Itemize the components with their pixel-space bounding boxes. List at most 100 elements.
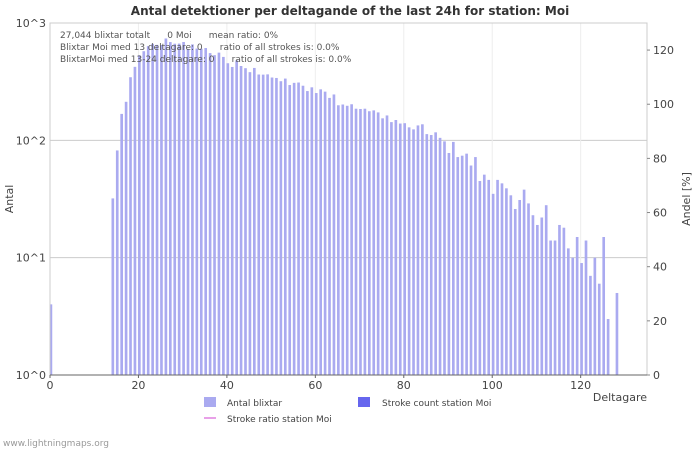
bar	[398, 123, 402, 375]
bar	[571, 257, 575, 375]
bar	[182, 41, 185, 375]
y2-tick-label: 40	[653, 261, 667, 274]
bar	[593, 257, 597, 375]
bar	[460, 155, 464, 375]
y2-tick-label: 20	[653, 315, 667, 328]
annotation-line: 27,044 blixtar totalt 0 Moi mean ratio: …	[60, 31, 279, 41]
bar	[279, 81, 283, 375]
bar	[509, 195, 513, 375]
bar	[580, 263, 583, 375]
bar	[363, 108, 367, 376]
bar	[191, 44, 194, 375]
annotation-line: BlixtarMoi med 13-24 deltagare: 0 ratio …	[60, 55, 352, 65]
bar	[522, 189, 526, 375]
bar	[195, 48, 199, 376]
bar	[230, 66, 234, 376]
bar	[270, 77, 274, 375]
bar	[275, 77, 278, 375]
bar	[266, 74, 269, 376]
y-tick-label: 10^1	[16, 252, 46, 265]
bar	[536, 224, 539, 375]
bar	[217, 52, 221, 375]
bar	[381, 118, 384, 375]
legend-swatch-antal-blixtar	[204, 397, 216, 407]
bar	[248, 72, 252, 376]
bar	[257, 74, 261, 375]
legend-label: Stroke ratio station Moi	[227, 415, 332, 425]
y-axis-label: Antal	[3, 185, 16, 214]
bar	[328, 97, 331, 375]
legend: Antal blixtar Stroke count station Moi S…	[204, 397, 491, 425]
bar	[354, 108, 358, 376]
bar	[133, 66, 137, 375]
bar	[244, 68, 247, 375]
x-tick-label: 80	[397, 379, 411, 392]
bar	[142, 51, 146, 375]
y-tick-label: 10^0	[16, 369, 46, 382]
x-tick-label: 20	[131, 379, 145, 392]
y-axis-ticks: 10^0 10^1 10^2 10^3	[16, 17, 46, 382]
x-tick-label: 60	[308, 379, 322, 392]
bar	[164, 38, 168, 375]
bar	[151, 43, 154, 376]
y-tick-label: 10^2	[16, 134, 46, 147]
bar	[204, 48, 208, 376]
bar	[500, 183, 504, 375]
bar	[155, 44, 159, 376]
bar	[584, 240, 588, 375]
x-axis-ticks: 0 20 40 60 80 100 120	[47, 375, 591, 392]
bar	[469, 165, 473, 375]
bar	[226, 63, 230, 376]
bar	[394, 120, 398, 375]
bar	[314, 93, 318, 375]
bar	[367, 111, 371, 376]
bar	[487, 179, 491, 375]
bar	[199, 48, 203, 375]
bar	[222, 56, 225, 375]
bar	[213, 55, 216, 375]
x-tick-label: 120	[570, 379, 591, 392]
bar	[376, 112, 380, 376]
legend-label: Stroke count station Moi	[382, 399, 491, 409]
bar	[372, 110, 376, 375]
bar	[253, 67, 256, 375]
bar	[208, 53, 212, 376]
bar	[544, 205, 548, 375]
bar	[558, 224, 561, 375]
x-tick-label: 40	[220, 379, 234, 392]
bar	[359, 108, 362, 376]
bar	[505, 188, 508, 375]
bar	[452, 141, 455, 375]
bar	[297, 82, 300, 376]
bar	[332, 94, 336, 376]
bar	[323, 91, 327, 375]
bar	[540, 217, 544, 375]
bar	[549, 240, 552, 375]
bar	[129, 77, 132, 375]
bar	[319, 89, 322, 375]
bar	[456, 157, 460, 375]
bar	[531, 215, 535, 375]
bar	[283, 78, 287, 375]
bar	[615, 292, 619, 375]
y2-tick-label: 100	[653, 98, 674, 111]
bar	[301, 85, 305, 375]
annotation-line: Blixtar Moi med 13 deltagare: 0 ratio of…	[60, 43, 340, 53]
bar	[111, 198, 115, 375]
bar	[120, 113, 123, 376]
bar	[168, 42, 172, 376]
x-axis-label: Deltagare	[593, 391, 647, 404]
bar	[566, 248, 570, 375]
bar	[597, 283, 601, 375]
bar	[385, 115, 389, 375]
y-tick-label: 10^3	[16, 17, 46, 30]
bar	[390, 122, 393, 375]
y2-tick-label: 0	[653, 369, 660, 382]
bar	[115, 150, 119, 375]
y2-axis-ticks: 0 20 40 60 80 100 120	[647, 44, 674, 382]
bar	[527, 203, 530, 375]
bar	[235, 60, 238, 376]
bar	[345, 105, 349, 375]
bar	[513, 208, 517, 375]
